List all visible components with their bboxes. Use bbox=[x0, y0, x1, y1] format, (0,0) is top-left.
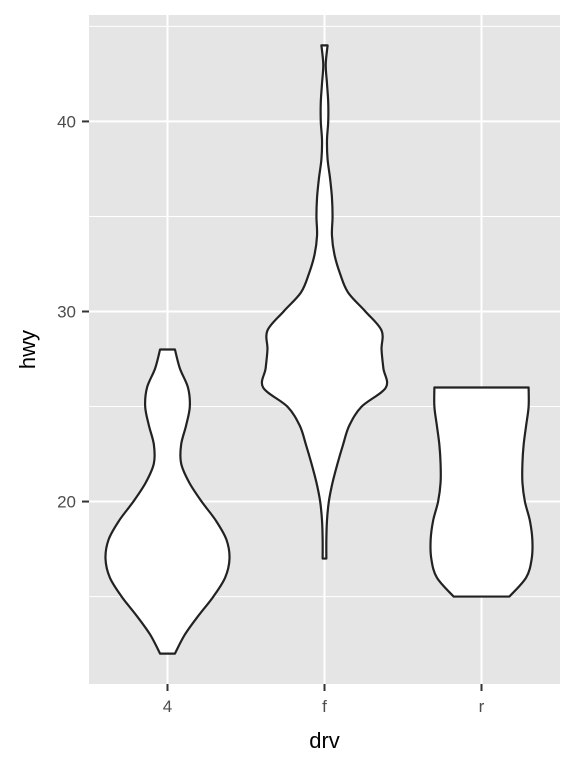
violins bbox=[104, 44, 534, 655]
violin-4 bbox=[104, 348, 231, 655]
y-axis: 20 30 40 bbox=[57, 112, 89, 512]
x-axis-title: drv bbox=[309, 728, 340, 753]
violin-r bbox=[429, 386, 534, 598]
violin-f bbox=[260, 44, 389, 560]
y-axis-title: hwy bbox=[15, 330, 40, 369]
x-tick-label: 4 bbox=[163, 697, 172, 716]
y-tick-label: 30 bbox=[57, 302, 76, 321]
y-tick-label: 40 bbox=[57, 112, 76, 131]
x-axis: 4 f r bbox=[163, 684, 485, 716]
x-tick-label: r bbox=[479, 697, 485, 716]
x-tick-label: f bbox=[322, 697, 327, 716]
y-tick-label: 20 bbox=[57, 493, 76, 512]
